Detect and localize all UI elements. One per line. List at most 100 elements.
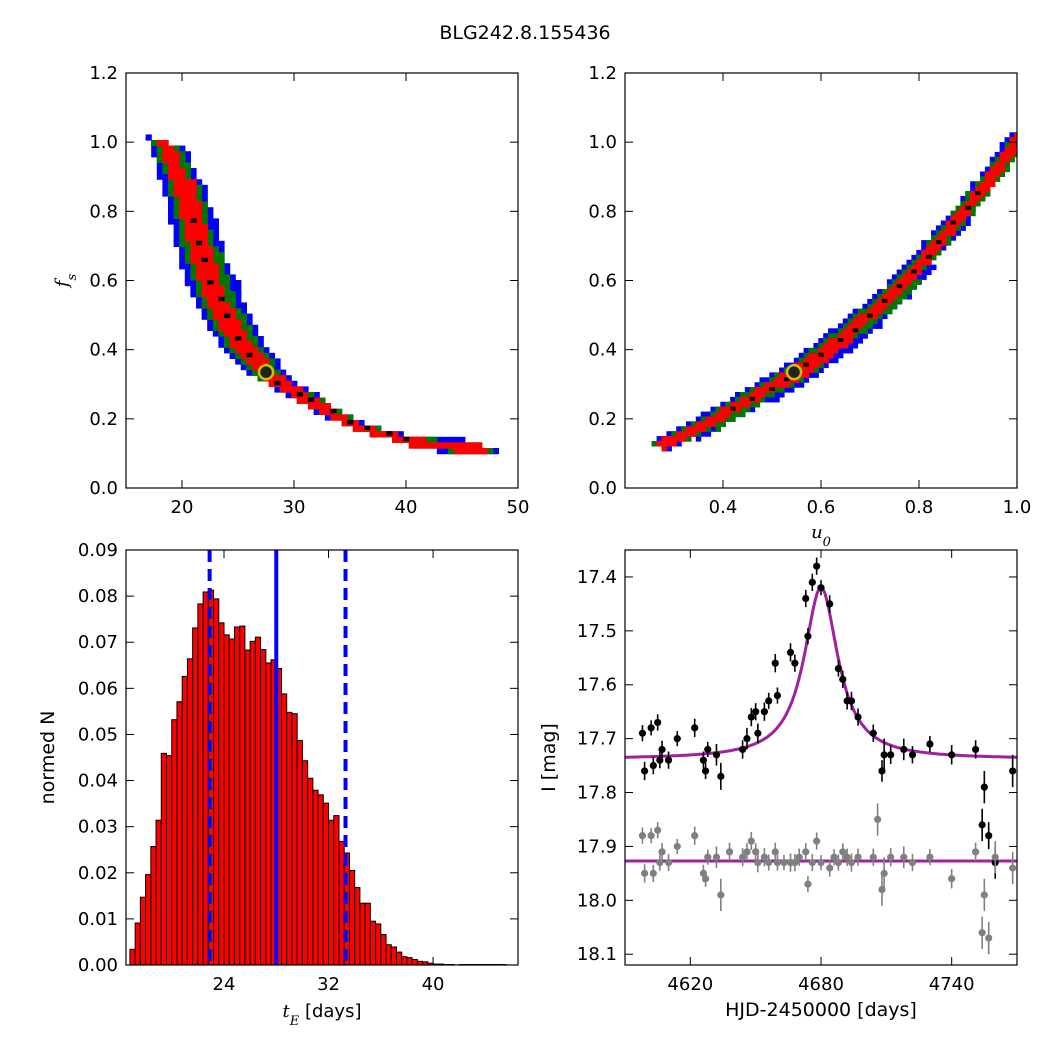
panel-u0-cell-middle bbox=[769, 392, 775, 398]
panel-u0-cell-inner bbox=[700, 426, 707, 432]
panel-tE-cell-inner bbox=[207, 285, 214, 292]
lc-data-point bbox=[926, 740, 934, 748]
panel-tE-cell-inner bbox=[190, 240, 197, 247]
panel-tE-cell-inner bbox=[252, 347, 259, 354]
panel-tE-cell-outer bbox=[218, 336, 225, 343]
panel-u0-cell-middle bbox=[886, 303, 893, 310]
panel-tE-cell-inner bbox=[201, 246, 208, 253]
panel-tE-cell-middle bbox=[162, 168, 169, 175]
lc-data-point bbox=[641, 767, 649, 775]
panel-tE-cell-core bbox=[330, 408, 337, 414]
panel-tE-cell-inner bbox=[274, 375, 281, 382]
panel-u0-cell-outer bbox=[744, 387, 751, 393]
panel-tE-cell-middle bbox=[218, 268, 225, 275]
panel-tE-cell-inner bbox=[190, 196, 197, 203]
panel-tE-cell-middle bbox=[425, 436, 432, 443]
panel-u0-cell-outer bbox=[921, 274, 927, 280]
lc-residual-point bbox=[813, 837, 821, 845]
panel-tE-cell-inner bbox=[156, 140, 163, 147]
panel-u0-cell-middle bbox=[975, 200, 981, 207]
lc-data-point bbox=[647, 724, 655, 732]
panel-u0-ytick-label: 0.2 bbox=[588, 409, 617, 430]
panel-u0-cell-inner bbox=[779, 377, 785, 383]
panel-tE-cell-outer bbox=[442, 436, 449, 443]
hist-bar bbox=[328, 819, 335, 965]
panel-u0-cell-inner bbox=[989, 166, 996, 173]
lc-residual-point bbox=[739, 853, 747, 861]
panel-tE-cell-outer bbox=[207, 224, 214, 231]
panel-tE-cell-middle bbox=[235, 308, 242, 315]
panel-u0-cell-outer bbox=[984, 166, 991, 173]
panel-u0-cell-inner bbox=[852, 323, 859, 329]
panel-u0-cell-middle bbox=[901, 269, 908, 275]
panel-tE-cell-outer bbox=[196, 302, 203, 309]
panel-tE-cell-middle bbox=[224, 336, 231, 343]
lc-data-point bbox=[699, 756, 708, 764]
panel-u0-cell-outer bbox=[749, 406, 756, 413]
lc-residual-point bbox=[658, 848, 666, 856]
panel-u0-cell-outer bbox=[700, 411, 707, 418]
panel-tE-cell-middle bbox=[184, 257, 191, 264]
panel-tE-cell-inner bbox=[302, 392, 309, 399]
panel-tE-cell-inner bbox=[190, 246, 197, 253]
panel-tE-cell-outer bbox=[184, 280, 191, 287]
panel-lc-frame bbox=[624, 549, 1018, 966]
panel-tE-cell-inner bbox=[420, 442, 427, 449]
panel-tE-cell-inner bbox=[235, 341, 242, 348]
panel-tE-cell-inner bbox=[341, 414, 348, 421]
hist-bar bbox=[244, 649, 251, 965]
panel-tE-cell-inner bbox=[207, 246, 214, 253]
panel-tE-cell-outer bbox=[151, 145, 158, 152]
panel-tE-cell-inner bbox=[190, 229, 197, 236]
panel-hist-xtick-label: 40 bbox=[422, 974, 445, 995]
panel-u0-cell-middle bbox=[735, 396, 741, 403]
panel-tE-xtick-label: 50 bbox=[507, 497, 530, 518]
panel-u0-cell-core bbox=[935, 240, 942, 245]
panel-tE-cell-inner bbox=[190, 190, 197, 197]
panel-u0-cell-core bbox=[926, 254, 932, 259]
panel-tE-cell-middle bbox=[347, 414, 354, 421]
panel-tE-cell-middle bbox=[246, 336, 253, 343]
panel-u0-cell-outer bbox=[989, 156, 996, 163]
panel-tE-cell-middle bbox=[196, 196, 203, 203]
panel-u0-cell-middle bbox=[798, 357, 805, 364]
panel-lc-ytick-label: 17.7 bbox=[577, 729, 617, 750]
panel-u0-cell-middle bbox=[945, 240, 952, 246]
panel-u0-cell-middle bbox=[744, 406, 751, 413]
panel-tE-cell-outer bbox=[173, 229, 180, 236]
panel-u0-cell-inner bbox=[754, 396, 761, 403]
lc-residual-point bbox=[712, 853, 721, 861]
panel-u0-cell-inner bbox=[882, 294, 888, 300]
lc-data-point bbox=[638, 729, 647, 737]
panel-tE-cell-middle bbox=[218, 263, 225, 270]
panel-tE-cell-inner bbox=[184, 190, 191, 197]
panel-u0-cell-inner bbox=[891, 284, 898, 290]
panel-tE-cell-outer bbox=[313, 392, 320, 399]
panel-u0-cell-inner bbox=[1004, 156, 1010, 163]
panel-u0-cell-outer bbox=[857, 338, 863, 344]
lc-residual-point bbox=[641, 869, 649, 877]
panel-tE-cell-inner bbox=[246, 347, 253, 354]
panel-tE-cell-inner bbox=[431, 442, 438, 449]
panel-tE-cell-outer bbox=[201, 184, 208, 191]
panel-u0-cell-inner bbox=[813, 362, 819, 369]
panel-tE-cell-inner bbox=[201, 224, 208, 231]
hist-bar bbox=[192, 627, 199, 965]
panel-tE-cell-inner bbox=[190, 224, 197, 231]
panel-u0-frame bbox=[624, 72, 1018, 489]
panel-u0-cell-inner bbox=[1014, 147, 1017, 153]
panel-u0-cell-outer bbox=[818, 338, 824, 344]
panel-u0-cell-inner bbox=[955, 215, 961, 222]
lc-data-point bbox=[808, 578, 816, 586]
panel-u0-cell-outer bbox=[847, 343, 854, 349]
lc-residual-point bbox=[760, 853, 768, 861]
panel-u0-cell-outer bbox=[730, 396, 736, 403]
panel-tE-cell-outer bbox=[156, 168, 163, 175]
panel-tE-cell-inner bbox=[257, 352, 264, 359]
hist-bar bbox=[233, 626, 241, 965]
panel-u0-cell-middle bbox=[931, 254, 937, 261]
panel-tE-cell-middle bbox=[179, 218, 186, 225]
panel-u0-cell-inner bbox=[1014, 137, 1017, 143]
panel-u0-cell-outer bbox=[847, 313, 854, 320]
lc-data-point bbox=[880, 751, 888, 759]
